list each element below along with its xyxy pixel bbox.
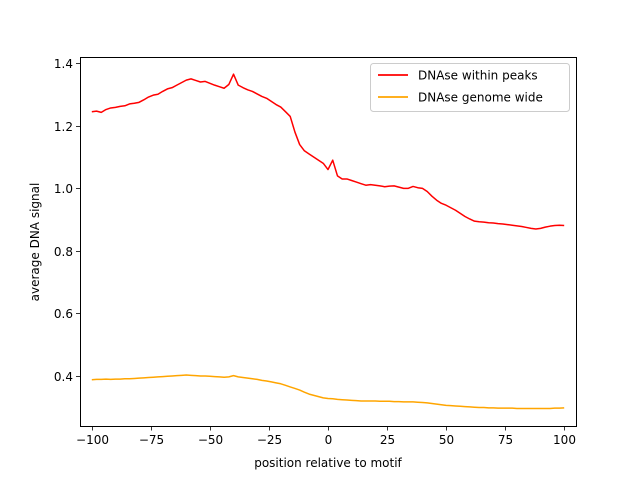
x-tick-label: −50 [198,433,223,447]
y-tick-label: 0.6 [54,307,73,321]
x-tick-label: 0 [325,433,333,447]
series-layer [91,73,565,410]
y-tick-label: 1.0 [54,182,73,196]
y-axis: 0.4 0.6 0.8 1.0 1.2 1.4 [54,57,80,384]
y-tick-label: 0.4 [54,370,73,384]
legend-box [370,63,570,112]
y-tick-label: 1.2 [54,120,73,134]
y-tick-label: 1.4 [54,57,73,71]
x-tick-label: −100 [76,433,109,447]
y-tick-label: 0.8 [54,245,73,259]
x-tick-label: 75 [498,433,513,447]
y-axis-label: average DNA signal [28,183,42,302]
series-line-dnase-within-peaks [91,73,565,230]
series-line-dnase-genome-wide [91,374,565,410]
x-tick-label: 100 [553,433,576,447]
x-axis-label: position relative to motif [254,456,402,470]
legend-label-dnase-genome-wide: DNAse genome wide [418,91,543,105]
x-tick-label: −75 [139,433,164,447]
x-tick-label: 25 [380,433,395,447]
x-axis: −100 −75 −50 −25 0 25 50 75 100 [76,426,576,447]
x-tick-label: 50 [439,433,454,447]
legend-label-dnase-within-peaks: DNAse within peaks [418,69,538,83]
x-tick-label: −25 [257,433,282,447]
legend: DNAse within peaks DNAse genome wide [370,63,570,112]
